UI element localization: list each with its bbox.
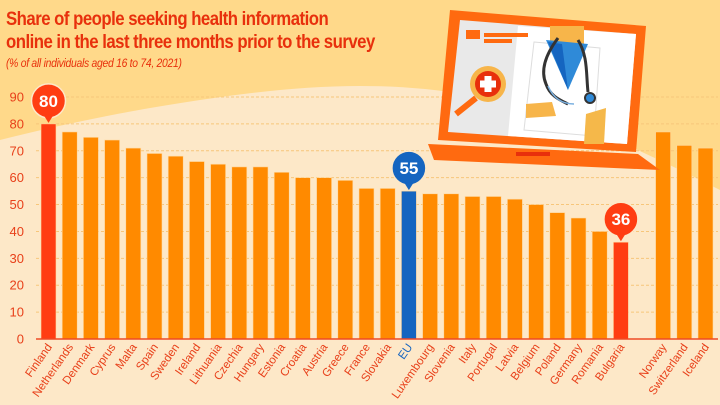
y-tick-label: 60 <box>10 170 24 185</box>
bar-spain <box>146 153 163 340</box>
bar-iceland <box>697 147 714 340</box>
y-tick-label: 10 <box>10 305 24 320</box>
bar-lithuania <box>210 163 226 340</box>
chart-title: Share of people seeking health informati… <box>6 8 375 54</box>
bar-bulgaria <box>613 241 629 340</box>
callout-eu: 55 <box>391 150 427 191</box>
callout-bulgaria: 36 <box>603 201 639 242</box>
callout-pointer <box>615 233 626 242</box>
y-axis: 0 10 20 30 40 50 60 70 80 90 <box>10 90 24 347</box>
bar-austria <box>316 177 332 340</box>
bar-france <box>358 188 375 340</box>
stethoscope-icon <box>542 37 596 106</box>
bar-latvia <box>507 198 523 340</box>
bar-eu <box>401 190 417 340</box>
bar-sweden <box>167 155 184 340</box>
bar-romania <box>591 231 608 340</box>
x-axis-labels: FinlandNetherlandsDenmarkCyprusMaltaSpai… <box>23 341 711 401</box>
bar-luxembourg <box>422 193 438 340</box>
title-line-1: Share of people seeking health informati… <box>6 8 329 30</box>
y-tick-label: 90 <box>10 90 24 105</box>
bar-italy <box>464 196 481 340</box>
bar-finland <box>40 123 57 340</box>
medical-cross-icon <box>454 66 506 117</box>
y-tick-label: 50 <box>10 197 24 212</box>
callout-pointer <box>43 114 54 123</box>
bar-netherlands <box>61 131 78 340</box>
callout-pointer <box>403 182 414 191</box>
document-lines-icon <box>466 30 528 43</box>
bar-croatia <box>295 177 311 340</box>
bar-czechia <box>231 166 248 340</box>
bar-germany <box>570 217 587 340</box>
y-tick-label: 70 <box>10 143 24 158</box>
laptop-illustration <box>428 10 660 170</box>
bar-belgium <box>528 204 544 340</box>
bar-ireland <box>189 161 205 340</box>
data-label: 55 <box>399 159 418 178</box>
y-tick-label: 0 <box>17 332 24 347</box>
bar-switzerland <box>676 145 693 340</box>
bar-denmark <box>83 137 99 340</box>
bar-hungary <box>252 166 269 340</box>
y-tick-label: 30 <box>10 251 24 266</box>
y-tick-label: 20 <box>10 278 24 293</box>
callout-finland: 80 <box>30 83 67 123</box>
x-tick-label: EU <box>396 342 415 362</box>
gridlines <box>36 96 718 313</box>
callouts: 80 55 36 <box>30 83 639 242</box>
y-tick-label: 80 <box>10 116 24 131</box>
bar-cyprus <box>104 139 120 340</box>
y-tick-label: 40 <box>10 224 24 239</box>
bars <box>40 123 714 340</box>
data-label: 80 <box>39 92 58 111</box>
chart-subtitle: (% of all individuals aged 16 to 74, 202… <box>6 58 182 70</box>
bar-slovenia <box>443 193 460 340</box>
title-line-2: online in the last three months prior to… <box>6 31 375 53</box>
bar-greece <box>337 180 354 340</box>
bar-malta <box>125 147 142 340</box>
bar-slovakia <box>379 188 396 340</box>
bar-portugal <box>485 196 502 340</box>
data-label: 36 <box>611 210 630 229</box>
bar-estonia <box>273 171 290 340</box>
bar-poland <box>549 212 566 340</box>
